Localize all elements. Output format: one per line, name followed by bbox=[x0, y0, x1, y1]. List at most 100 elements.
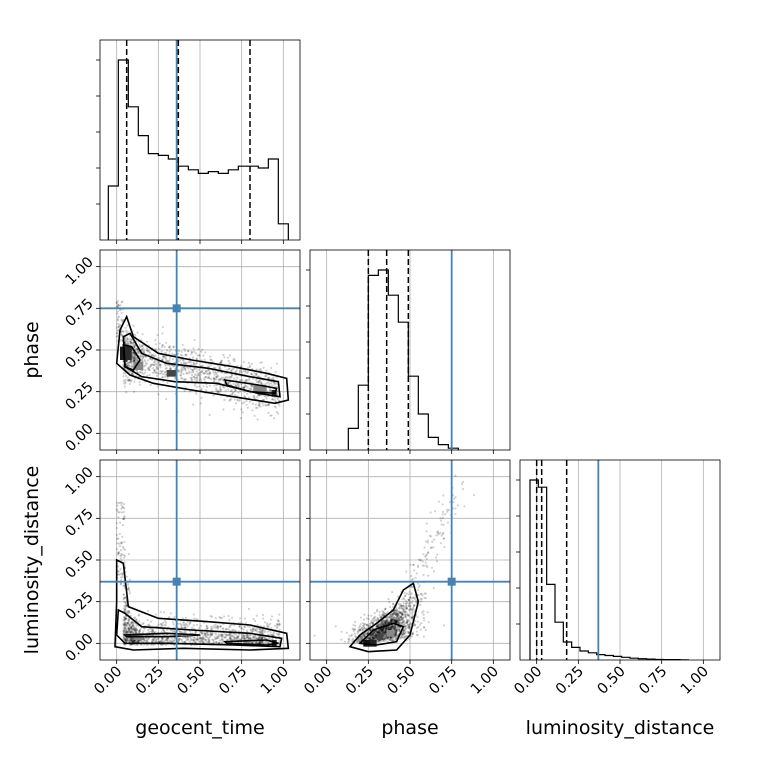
sample-point bbox=[245, 636, 248, 639]
sample-point bbox=[212, 366, 216, 369]
sample-point bbox=[381, 627, 384, 630]
sample-point bbox=[159, 369, 162, 373]
sample-point bbox=[199, 402, 202, 405]
sample-point bbox=[377, 631, 380, 634]
sample-point bbox=[133, 625, 136, 629]
sample-point bbox=[408, 602, 411, 606]
sample-point bbox=[382, 623, 385, 626]
sample-point bbox=[389, 619, 392, 622]
sample-point bbox=[124, 341, 127, 344]
sample-point bbox=[134, 358, 137, 361]
sample-point bbox=[426, 565, 429, 569]
sample-point bbox=[235, 637, 239, 640]
sample-point bbox=[132, 357, 135, 360]
sample-point bbox=[407, 593, 410, 596]
sample-point bbox=[415, 633, 419, 636]
sample-point bbox=[377, 639, 380, 642]
sample-point bbox=[408, 598, 411, 602]
sample-point bbox=[123, 626, 126, 629]
sample-point bbox=[382, 627, 385, 630]
sample-point bbox=[396, 616, 400, 619]
sample-point bbox=[151, 630, 154, 633]
sample-point bbox=[228, 375, 231, 379]
sample-point bbox=[403, 632, 406, 636]
sample-point bbox=[117, 537, 120, 540]
sample-point bbox=[129, 360, 132, 364]
sample-point bbox=[463, 505, 466, 508]
sample-point bbox=[208, 639, 211, 642]
sample-point bbox=[149, 365, 152, 368]
sample-point bbox=[239, 621, 242, 624]
sample-point bbox=[123, 608, 126, 611]
sample-point bbox=[393, 630, 396, 634]
sample-point bbox=[395, 621, 398, 624]
sample-point bbox=[403, 631, 406, 634]
sample-point bbox=[390, 639, 393, 642]
sample-point bbox=[240, 627, 244, 630]
sample-point bbox=[137, 640, 140, 643]
sample-point bbox=[149, 363, 153, 366]
sample-point bbox=[232, 358, 235, 361]
sample-point bbox=[402, 633, 405, 636]
sample-point bbox=[125, 575, 128, 578]
sample-point bbox=[396, 613, 399, 616]
sample-point bbox=[137, 630, 141, 633]
sample-point bbox=[122, 364, 125, 368]
x-tick-label: 0.00 bbox=[301, 664, 335, 698]
sample-point bbox=[410, 635, 414, 638]
sample-point bbox=[122, 632, 125, 635]
sample-point bbox=[184, 616, 187, 620]
sample-point bbox=[233, 629, 236, 632]
sample-point bbox=[202, 385, 205, 388]
sample-point bbox=[177, 622, 180, 625]
sample-point bbox=[395, 628, 398, 631]
sample-point bbox=[132, 358, 135, 361]
sample-point bbox=[161, 639, 164, 642]
sample-point bbox=[394, 631, 397, 634]
sample-point bbox=[157, 393, 160, 396]
sample-point bbox=[117, 304, 120, 307]
sample-point bbox=[366, 623, 369, 626]
sample-point bbox=[128, 610, 131, 613]
sample-point bbox=[363, 626, 366, 630]
sample-point bbox=[155, 368, 158, 371]
sample-point bbox=[198, 354, 201, 357]
sample-point bbox=[240, 383, 243, 386]
sample-point bbox=[195, 357, 198, 361]
sample-point bbox=[127, 610, 130, 613]
sample-point bbox=[370, 620, 373, 623]
sample-point bbox=[397, 621, 400, 624]
sample-point bbox=[147, 637, 150, 640]
sample-point bbox=[128, 639, 131, 642]
sample-point bbox=[238, 625, 241, 628]
sample-point bbox=[163, 355, 166, 358]
sample-point bbox=[251, 628, 254, 631]
sample-point bbox=[124, 359, 128, 363]
sample-point bbox=[129, 341, 132, 344]
sample-point bbox=[242, 386, 245, 389]
sample-point bbox=[239, 638, 242, 641]
sample-point bbox=[255, 642, 258, 645]
sample-point bbox=[172, 365, 175, 368]
sample-point bbox=[125, 617, 128, 620]
sample-point bbox=[195, 370, 198, 373]
sample-point bbox=[122, 593, 125, 596]
sample-point bbox=[182, 621, 185, 625]
sample-point bbox=[377, 639, 380, 642]
sample-point bbox=[394, 613, 397, 616]
sample-point bbox=[397, 606, 401, 609]
sample-point bbox=[236, 638, 239, 641]
sample-point bbox=[378, 623, 381, 626]
sample-point bbox=[446, 521, 450, 524]
sample-point bbox=[354, 624, 357, 627]
sample-point bbox=[271, 637, 274, 640]
sample-point bbox=[144, 360, 147, 363]
sample-point bbox=[404, 614, 407, 617]
sample-point bbox=[182, 640, 185, 644]
sample-point bbox=[376, 631, 379, 634]
sample-point bbox=[396, 620, 399, 624]
sample-point bbox=[130, 366, 133, 369]
sample-point bbox=[390, 620, 393, 623]
sample-point bbox=[247, 633, 250, 636]
sample-point bbox=[356, 639, 359, 642]
